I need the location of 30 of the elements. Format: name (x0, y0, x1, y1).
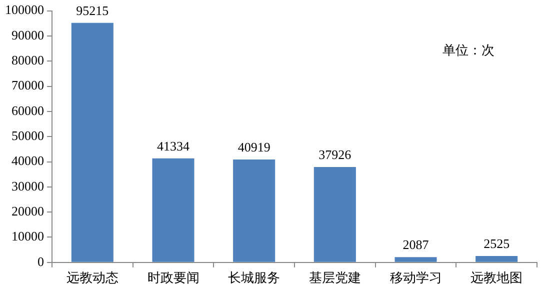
y-tick-label: 10000 (12, 228, 44, 244)
x-tick-label: 远教地图 (470, 270, 523, 285)
y-tick-label: 90000 (12, 27, 44, 42)
bar (476, 256, 518, 262)
annotation: 单位：次 (442, 42, 494, 58)
y-tick-label: 50000 (12, 128, 44, 144)
x-tick-label: 基层党建 (308, 270, 361, 285)
data-label: 37926 (318, 146, 352, 162)
data-label: 40919 (238, 139, 270, 154)
y-tick-label: 60000 (12, 102, 44, 118)
y-tick-label: 40000 (12, 153, 44, 168)
bar (152, 158, 194, 262)
y-tick-label: 30000 (12, 178, 44, 194)
data-label: 41334 (157, 138, 190, 154)
bar (394, 257, 437, 262)
x-tick-label: 移动学习 (390, 270, 442, 285)
y-tick-label: 100000 (5, 2, 44, 18)
y-tick-label: 0 (38, 254, 44, 269)
bar (314, 166, 356, 262)
x-tick-label: 时政要闻 (147, 270, 200, 285)
x-tick-label: 远教动态 (66, 270, 118, 285)
data-label: 2087 (402, 237, 430, 252)
bar (71, 22, 114, 262)
y-tick-label: 70000 (12, 78, 44, 93)
data-label: 95215 (76, 2, 109, 18)
x-tick-label: 长城服务 (228, 270, 280, 285)
y-tick-label: 20000 (12, 204, 44, 218)
bar (233, 159, 276, 262)
data-label: 2525 (484, 236, 510, 251)
y-tick-label: 80000 (12, 52, 44, 68)
